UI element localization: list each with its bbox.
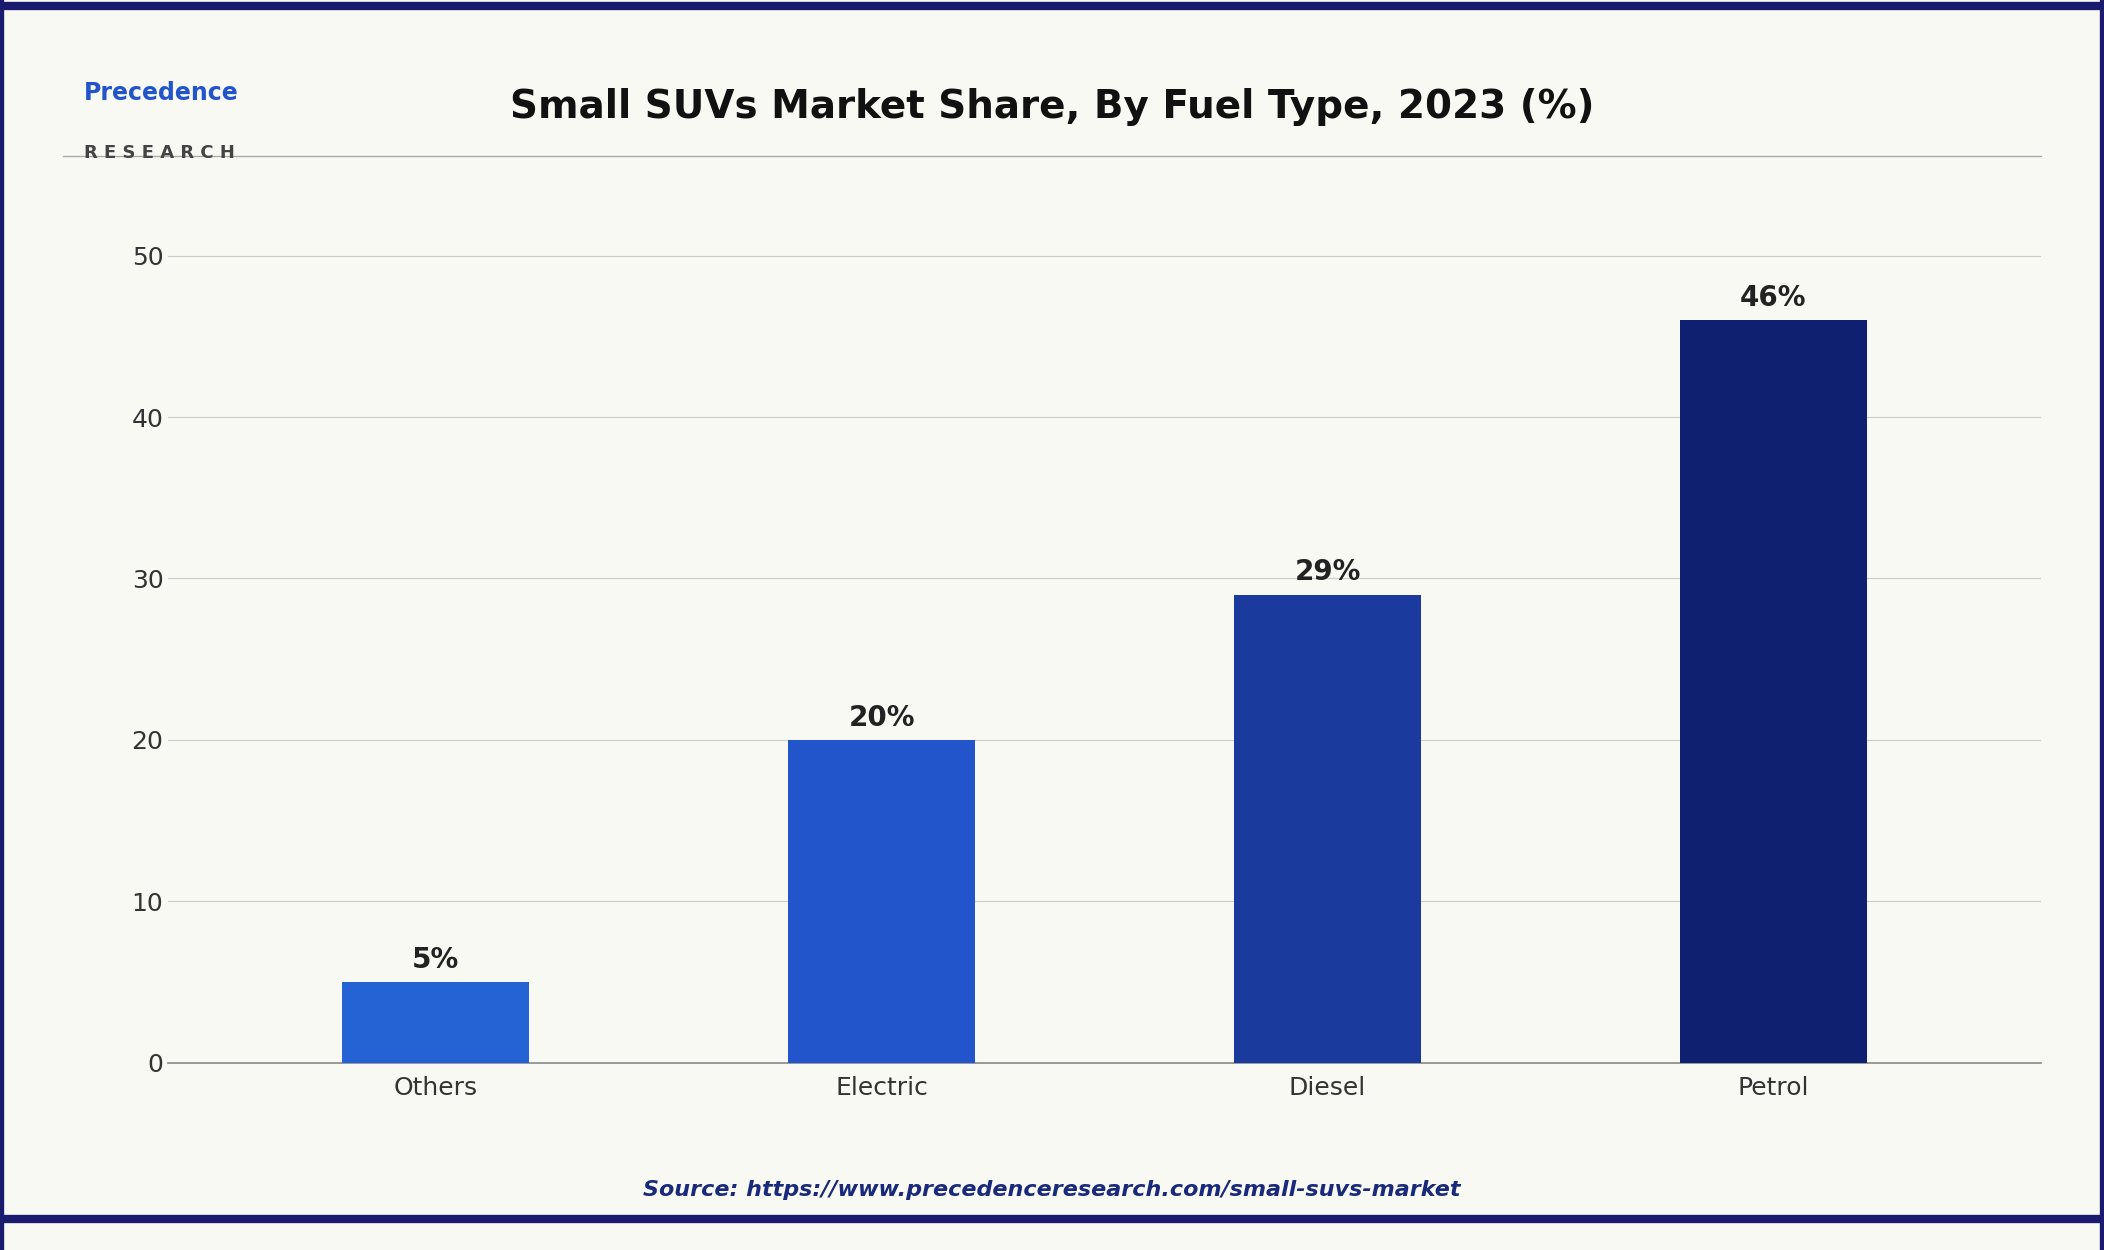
- Text: 5%: 5%: [412, 946, 459, 974]
- Text: 29%: 29%: [1294, 559, 1361, 586]
- Text: Source: https://www.precedenceresearch.com/small-suvs-market: Source: https://www.precedenceresearch.c…: [644, 1180, 1460, 1200]
- Bar: [789, 740, 976, 1062]
- Text: 46%: 46%: [1740, 284, 1807, 312]
- Text: 20%: 20%: [848, 704, 915, 731]
- Bar: [1679, 320, 1866, 1062]
- Text: Precedence: Precedence: [84, 81, 240, 105]
- Text: Small SUVs Market Share, By Fuel Type, 2023 (%): Small SUVs Market Share, By Fuel Type, 2…: [509, 88, 1595, 125]
- Text: R E S E A R C H: R E S E A R C H: [84, 144, 236, 161]
- Bar: [1233, 595, 1420, 1062]
- Bar: [343, 981, 530, 1062]
